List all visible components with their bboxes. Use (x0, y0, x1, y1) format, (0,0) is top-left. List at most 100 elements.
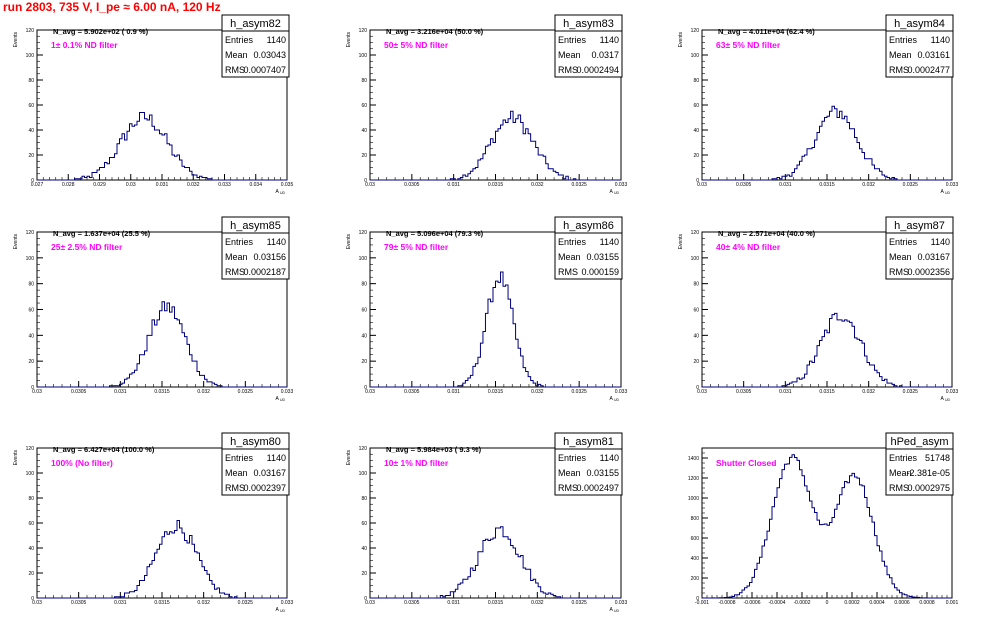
stats-key-entries: Entries (889, 453, 918, 463)
stats-box (885, 432, 954, 496)
stats-value-mean: -2.381e-05 (906, 468, 950, 478)
n-avg-label: N_avg = 3.216e+04 (50.0 %) (386, 27, 484, 36)
stats-key-entries: Entries (889, 35, 918, 45)
x-tick-label: 0.035 (281, 182, 294, 188)
x-tick-label: 0.0325 (903, 182, 919, 188)
stats-key-mean: Mean (225, 468, 248, 478)
x-tick-label: 0.031 (447, 600, 460, 606)
x-tick-label: 0.032 (531, 389, 544, 395)
filter-label: 63± 5% ND filter (716, 40, 781, 50)
n-avg-label: N_avg = 5.984e+03 ( 9.3 %) (386, 445, 482, 454)
y-tick-label: 80 (361, 78, 367, 84)
x-tick-label: 0.0004 (869, 600, 885, 606)
y-tick-label: 400 (691, 556, 700, 562)
x-tick-label: 0.0325 (238, 389, 254, 395)
stats-box (885, 216, 954, 280)
y-axis-title: Events (678, 234, 684, 250)
filter-label: 25± 2.5% ND filter (51, 242, 123, 252)
y-tick-label: 20 (361, 359, 367, 365)
filter-label: 79± 5% ND filter (384, 242, 449, 252)
y-tick-label: 0 (364, 385, 367, 391)
y-tick-label: 60 (28, 103, 34, 109)
x-tick-label: 0.03 (32, 389, 42, 395)
x-tick-label: 0.0002 (844, 600, 860, 606)
stats-key-mean: Mean (889, 468, 912, 478)
x-tick-label: 0.0006 (894, 600, 910, 606)
y-tick-label: 1000 (688, 496, 699, 502)
x-tick-label: 0.031 (114, 600, 127, 606)
y-tick-label: 0 (31, 385, 34, 391)
x-tick-label: 0.03 (365, 600, 375, 606)
y-tick-label: 40 (28, 333, 34, 339)
page-title: run 2803, 735 V, I_pe ≈ 6.00 nA, 120 Hz (3, 0, 221, 14)
y-tick-label: 0 (31, 596, 34, 602)
n-avg-label: N_avg = 4.011e+04 (62.4 %) (718, 27, 815, 36)
x-tick-label: 0.033 (615, 389, 628, 395)
x-tick-label: 0.033 (281, 600, 294, 606)
histogram-pad: 0 20 40 60 80 100 120 0.03 0.0305 0.031 0.0315 0.03… (678, 14, 958, 195)
x-tick-label: 0.0008 (919, 600, 935, 606)
x-tick-label: 0.032 (197, 389, 210, 395)
x-tick-label: -0.001 (695, 600, 709, 606)
x-tick-label: 0.0315 (488, 600, 504, 606)
stats-box (554, 14, 623, 78)
histogram-line (370, 271, 621, 388)
stats-title: hPed_asym (890, 436, 948, 448)
filter-label: 40± 4% ND filter (716, 242, 781, 252)
x-axis-title: A UD (940, 189, 950, 195)
y-tick-label: 80 (361, 282, 367, 288)
x-tick-label: 0.032 (862, 182, 875, 188)
stats-value-mean: 0.03155 (586, 468, 619, 478)
stats-value-mean: 0.03156 (253, 252, 286, 262)
y-tick-label: 80 (28, 282, 34, 288)
x-tick-label: 0.0325 (572, 182, 588, 188)
x-tick-label: 0.0305 (404, 389, 420, 395)
x-axis-title: A UD (609, 607, 619, 613)
x-tick-label: 0.031 (779, 182, 792, 188)
y-tick-label: 40 (361, 546, 367, 552)
stats-value-entries: 1140 (267, 237, 286, 247)
x-tick-label: 0.0305 (404, 182, 420, 188)
stats-value-rms: 0.0002497 (576, 483, 619, 493)
x-tick-label: 0.032 (862, 389, 875, 395)
stats-key-mean: Mean (225, 252, 248, 262)
filter-label: 1± 0.1% ND filter (51, 40, 118, 50)
stats-key-mean: Mean (558, 468, 581, 478)
x-tick-label: 0.0305 (71, 600, 87, 606)
histogram-line (702, 312, 952, 388)
y-tick-label: 20 (361, 153, 367, 159)
x-tick-label: 0.0315 (819, 389, 835, 395)
y-tick-label: 60 (693, 308, 699, 314)
y-tick-label: 100 (359, 53, 368, 59)
stats-key-entries: Entries (889, 237, 918, 247)
x-tick-label: 0.03 (365, 389, 375, 395)
x-axis-title: A UD (609, 396, 619, 402)
x-tick-label: 0.031 (447, 389, 460, 395)
x-tick-label: 0.031 (779, 389, 792, 395)
stats-key-mean: Mean (225, 50, 248, 60)
stats-value-rms: 0.0002494 (576, 65, 619, 75)
y-tick-label: 120 (26, 230, 35, 236)
stats-value-entries: 1140 (931, 237, 950, 247)
y-tick-label: 20 (693, 153, 699, 159)
stats-box (885, 14, 954, 78)
y-tick-label: 40 (361, 333, 367, 339)
stats-box (554, 216, 623, 280)
y-tick-label: 100 (359, 256, 368, 262)
histogram-pad: 0 20 40 60 80 100 120 0.027 0.028 0.029 0.03 0.031 0… (13, 14, 294, 195)
y-tick-label: 120 (691, 28, 700, 34)
stats-box (221, 432, 290, 496)
stats-value-mean: 0.03167 (253, 468, 286, 478)
histogram-pad: 0 20 40 60 80 100 120 0.03 0.0305 0.031 0.0315 0.03… (346, 432, 627, 613)
x-tick-label: 0.032 (187, 182, 200, 188)
x-tick-label: 0.03 (32, 600, 42, 606)
stats-key-rms: RMS (558, 483, 578, 493)
y-axis-title: Events (346, 234, 352, 250)
y-tick-label: 100 (359, 471, 368, 477)
y-tick-label: 0 (696, 596, 699, 602)
histogram-line (37, 301, 287, 388)
y-tick-label: 20 (28, 571, 34, 577)
n-avg-label: N_avg = 1.637e+04 (25.5 %) (53, 229, 151, 238)
x-axis-title: A UD (275, 607, 285, 613)
stats-title: h_asym80 (230, 436, 281, 448)
